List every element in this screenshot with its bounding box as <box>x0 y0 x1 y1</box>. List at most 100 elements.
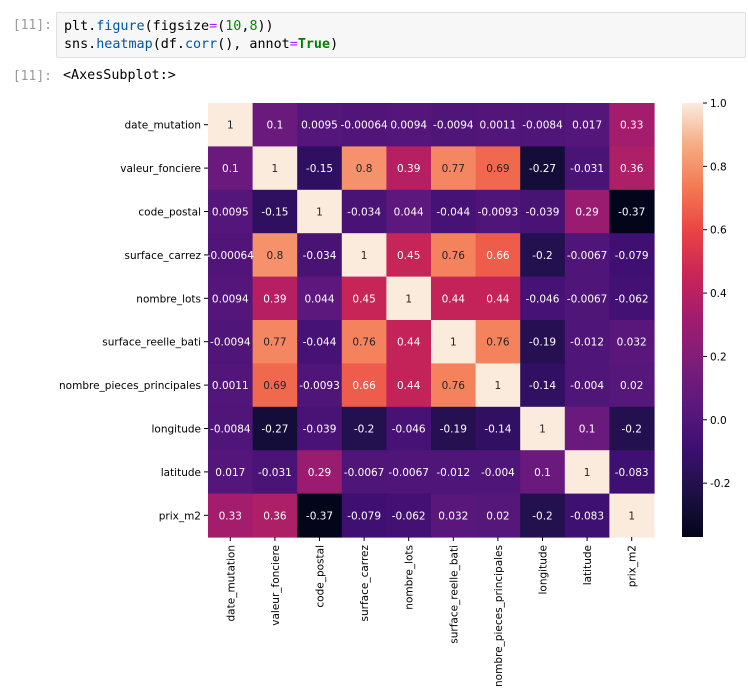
heatmap-cell <box>564 450 610 495</box>
heatmap-cell <box>386 363 432 408</box>
cell-annotation: -0.27 <box>261 424 288 436</box>
cell-annotation: 1 <box>450 337 457 349</box>
heatmap-cell <box>475 406 521 451</box>
heatmap-cell <box>609 363 655 408</box>
cell-annotation: 1 <box>495 380 502 392</box>
cell-annotation: 0.0011 <box>212 380 249 392</box>
heatmap-cell <box>297 363 343 408</box>
heatmap-cell <box>386 146 432 191</box>
cell-annotation: -0.0067 <box>388 467 429 479</box>
heatmap-cell <box>564 320 610 364</box>
cell-annotation: -0.079 <box>615 250 649 262</box>
input-prompt: [11]: <box>12 18 52 33</box>
heatmap-cell <box>386 103 432 147</box>
cell-annotation: 0.45 <box>352 293 375 305</box>
y-tick-label: longitude <box>152 424 201 436</box>
heatmap-cell <box>609 146 655 191</box>
x-tick-label: code_postal <box>315 545 327 608</box>
heatmap-cell <box>297 406 343 451</box>
cell-annotation: -0.039 <box>526 207 560 219</box>
heatmap-cell <box>208 189 254 234</box>
heatmap-cell <box>341 146 387 191</box>
cell-annotation: 0.0095 <box>212 207 249 219</box>
cell-annotation: 0.0095 <box>301 120 338 132</box>
heatmap-cell <box>475 493 521 538</box>
heatmap-cell <box>520 363 566 408</box>
heatmap-cell <box>564 103 610 147</box>
heatmap-cell <box>341 450 387 495</box>
y-tick-label: surface_carrez <box>125 250 202 262</box>
cell-annotation: 0.44 <box>442 293 466 305</box>
heatmap-cell <box>520 450 566 495</box>
heatmap-cell <box>520 406 566 451</box>
y-tick-label: nombre_lots <box>136 293 201 305</box>
cell-annotation: 0.45 <box>397 250 420 262</box>
heatmap-cell <box>208 320 254 364</box>
cell-annotation: -0.031 <box>570 163 604 175</box>
heatmap-cell <box>609 189 655 234</box>
cell-annotation: -0.19 <box>440 424 467 436</box>
heatmap-cell <box>431 406 477 451</box>
cell-annotation: -0.062 <box>392 510 426 522</box>
cell-annotation: -0.2 <box>532 250 553 262</box>
cell-annotation: -0.039 <box>303 424 337 436</box>
cell-annotation: -0.14 <box>484 424 511 436</box>
heatmap-cell <box>431 450 477 495</box>
heatmap-cell <box>431 276 477 321</box>
y-tick-label: nombre_pieces_principales <box>59 380 201 392</box>
code-cell[interactable]: plt.figure(figsize=(10,8)) sns.heatmap(d… <box>56 12 746 58</box>
cell-annotation: 0.76 <box>486 337 510 349</box>
heatmap-cell <box>297 233 343 278</box>
cell-annotation: -0.00064 <box>340 120 388 132</box>
x-tick-label: longitude <box>538 545 550 594</box>
heatmap-cell <box>431 146 477 191</box>
heatmap-cell <box>208 276 254 321</box>
cell-annotation: -0.15 <box>306 163 333 175</box>
cell-annotation: 0.66 <box>352 380 376 392</box>
code-editor[interactable]: plt.figure(figsize=(10,8)) sns.heatmap(d… <box>57 13 745 54</box>
heatmap-cell <box>341 406 387 451</box>
heatmap-cell <box>386 450 432 495</box>
cell-annotation: -0.004 <box>481 467 515 479</box>
heatmap-cell <box>564 276 610 321</box>
heatmap-cell <box>431 493 477 538</box>
heatmap-cell <box>609 233 655 278</box>
heatmap-cell <box>208 103 254 147</box>
heatmap-cell <box>208 406 254 451</box>
heatmap-cell <box>252 146 298 191</box>
heatmap-cell <box>520 493 566 538</box>
heatmap-cell <box>252 189 298 234</box>
heatmap-cell <box>475 450 521 495</box>
y-tick-label: date_mutation <box>125 120 201 132</box>
output-prompt: [11]: <box>12 69 52 84</box>
heatmap-cell <box>475 363 521 408</box>
cell-annotation: -0.034 <box>347 207 381 219</box>
heatmap-cell <box>297 320 343 364</box>
cell-annotation: 0.8 <box>356 163 373 175</box>
colorbar <box>682 103 703 537</box>
colorbar-tick-label: 0.0 <box>710 415 727 427</box>
heatmap-cell <box>475 320 521 364</box>
x-tick-label: nombre_pieces_principales <box>493 545 505 687</box>
heatmap-cell <box>208 450 254 495</box>
cell-annotation: -0.083 <box>615 467 649 479</box>
code-line-1: plt.figure(figsize=(10,8)) <box>64 19 274 34</box>
cell-annotation: 0.39 <box>397 163 420 175</box>
cell-annotation: -0.27 <box>529 163 556 175</box>
heatmap-cell <box>475 146 521 191</box>
heatmap-cell <box>341 493 387 538</box>
colorbar-tick-label: 0.4 <box>710 288 727 300</box>
cell-annotation: -0.2 <box>621 424 642 436</box>
cell-annotation: -0.0084 <box>522 120 563 132</box>
cell-annotation: -0.012 <box>436 467 470 479</box>
colorbar-tick-label: -0.2 <box>710 478 731 490</box>
colorbar-tick-label: 0.2 <box>710 351 727 363</box>
heatmap-cell <box>431 103 477 147</box>
y-tick-label: latitude <box>161 467 201 479</box>
cell-annotation: -0.079 <box>347 510 381 522</box>
heatmap-cell <box>609 103 655 147</box>
heatmap-cell <box>297 450 343 495</box>
heatmap-cell <box>252 276 298 321</box>
heatmap-cell <box>252 320 298 364</box>
